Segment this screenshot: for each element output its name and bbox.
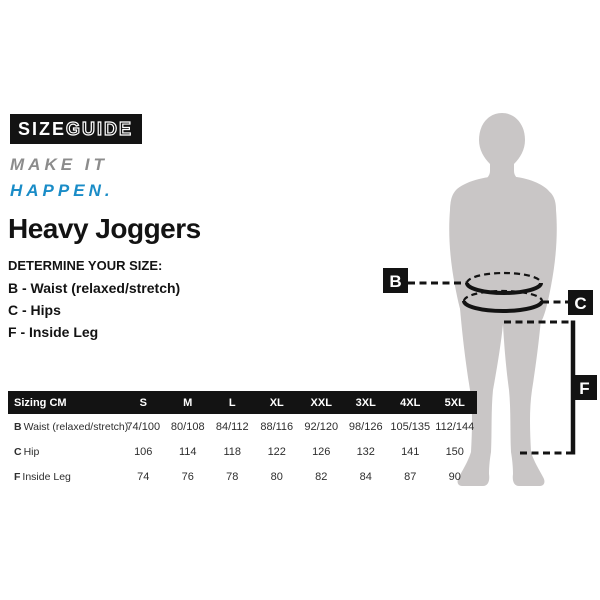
table-row-hip: C Hip 106 114 118 122 126 132 141 150 xyxy=(8,439,477,464)
inside-leg-value-4xl: 87 xyxy=(404,470,417,483)
sizing-table-header-row: Sizing CM S M L XL XXL 3XL 4XL 5XL xyxy=(8,391,477,414)
column-header-xxl: XXL xyxy=(310,396,332,409)
hip-value-5xl: 150 xyxy=(445,445,464,458)
hip-value-xxl: 126 xyxy=(312,445,331,458)
marker-b-box xyxy=(383,268,408,293)
marker-b-label: B xyxy=(389,272,401,291)
sizing-table: Sizing CM S M L XL XXL 3XL 4XL 5XL B Wais… xyxy=(8,391,477,489)
inside-leg-value-m: 76 xyxy=(181,470,194,483)
measure-item-inside-leg: F - Inside Leg xyxy=(8,324,99,340)
marker-c-box xyxy=(568,290,593,315)
waist-value-l: 84/112 xyxy=(215,420,249,433)
male-silhouette xyxy=(449,113,557,486)
brand-logo: SIZE GUIDE xyxy=(10,114,143,144)
hip-value-m: 114 xyxy=(178,445,197,458)
hip-ellipse-solid-bottom xyxy=(462,300,544,313)
silhouette-head xyxy=(479,113,525,184)
silhouette-left-leg xyxy=(457,296,503,486)
measure-item-waist: B - Waist (relaxed/stretch) xyxy=(8,280,181,296)
marker-f-label: F xyxy=(579,379,589,398)
column-header-3xl: 3XL xyxy=(355,396,376,409)
inside-leg-value-l: 78 xyxy=(226,470,239,483)
measure-item-hips: C - Hips xyxy=(8,302,61,318)
row-label-waist: B Waist (relaxed/stretch) xyxy=(14,420,129,433)
waist-value-xxl: 92/120 xyxy=(304,420,339,433)
column-header-4xl: 4XL xyxy=(400,396,421,409)
inside-leg-value-5xl: 90 xyxy=(448,470,461,483)
hip-value-xl: 122 xyxy=(267,445,286,458)
inside-leg-value-xl: 80 xyxy=(270,470,283,483)
hip-ellipse-dashed-top xyxy=(462,289,544,302)
silhouette-right-leg xyxy=(503,296,545,486)
hip-value-4xl: 141 xyxy=(401,445,420,458)
body-measurement-diagram: B C F xyxy=(383,113,597,486)
column-header-5xl: 5XL xyxy=(444,396,465,409)
waist-value-xl: 88/116 xyxy=(260,420,294,433)
inside-leg-value-s: 74 xyxy=(137,470,150,483)
silhouette-torso xyxy=(450,176,554,322)
table-row-inside-leg: F Inside Leg 74 76 78 80 82 84 87 90 xyxy=(8,464,477,489)
logo-guide-text: GUIDE xyxy=(65,118,134,139)
table-row-waist: B Waist (relaxed/stretch) 74/100 80/108 8… xyxy=(8,414,477,439)
page-title: Heavy Joggers xyxy=(8,213,201,244)
column-header-xl: XL xyxy=(269,396,284,409)
hip-value-s: 106 xyxy=(134,445,153,458)
waist-value-3xl: 98/126 xyxy=(348,420,383,433)
waist-value-5xl: 112/144 xyxy=(435,420,475,433)
inside-leg-value-xxl: 82 xyxy=(315,470,328,483)
silhouette-right-arm xyxy=(533,188,557,324)
hip-value-3xl: 132 xyxy=(356,445,375,458)
silhouette-left-arm xyxy=(449,188,473,324)
column-header-l: L xyxy=(228,396,236,409)
logo-size-text: SIZE xyxy=(18,118,67,139)
row-label-hip: C Hip xyxy=(14,445,40,458)
marker-c-label: C xyxy=(574,294,586,313)
determine-size-heading: DETERMINE YOUR SIZE: xyxy=(8,258,163,273)
tagline-line1: MAKE IT xyxy=(10,155,108,174)
waist-value-4xl: 105/135 xyxy=(390,420,431,433)
waist-value-s: 74/100 xyxy=(126,420,161,433)
waist-ellipse-solid-bottom xyxy=(465,282,543,295)
tagline-line2: HAPPEN. xyxy=(10,181,114,200)
marker-f-box xyxy=(572,375,597,400)
column-header-sizing-cm: Sizing CM xyxy=(14,396,67,409)
hip-value-l: 118 xyxy=(223,445,242,458)
row-label-inside-leg: F Inside Leg xyxy=(14,470,71,483)
waist-ellipse-dashed-top xyxy=(465,271,543,284)
inside-leg-value-3xl: 84 xyxy=(359,470,372,483)
column-header-m: M xyxy=(183,396,193,409)
waist-value-m: 80/108 xyxy=(170,420,205,433)
column-header-s: S xyxy=(139,396,147,409)
